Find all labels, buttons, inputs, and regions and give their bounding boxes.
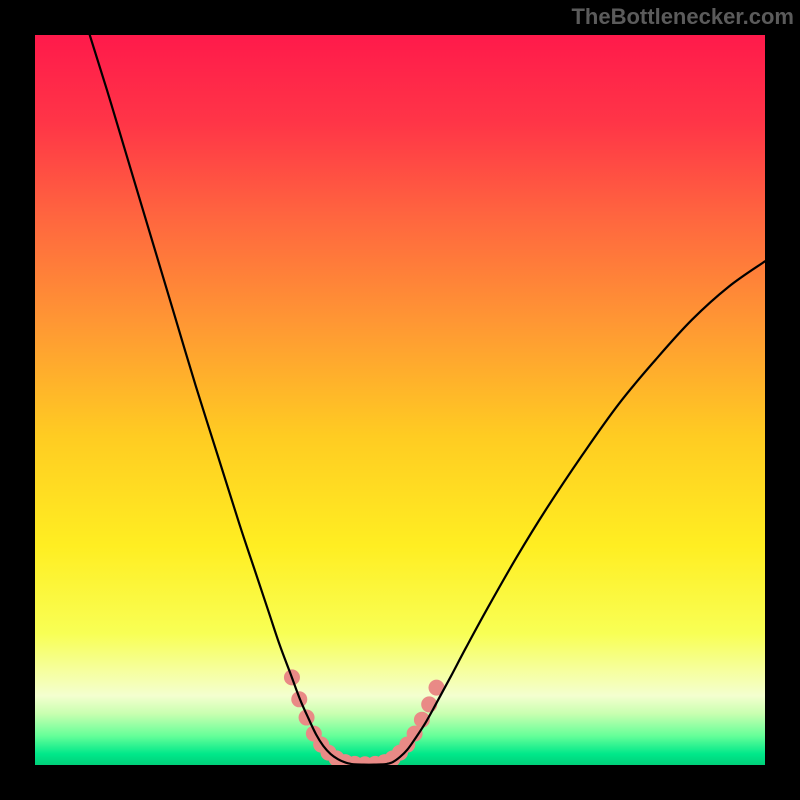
bottleneck-chart: [0, 0, 800, 800]
plot-background: [35, 35, 765, 765]
